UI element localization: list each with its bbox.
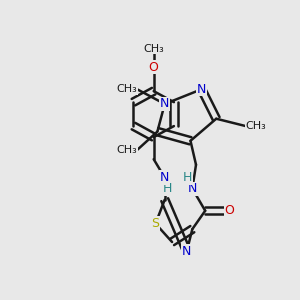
Text: CH₃: CH₃ (246, 121, 266, 131)
Text: N: N (160, 98, 169, 110)
Text: N: N (160, 171, 169, 184)
Text: N: N (182, 245, 191, 258)
Text: N: N (188, 182, 197, 195)
Text: O: O (149, 61, 159, 74)
Text: CH₃: CH₃ (116, 84, 137, 94)
Text: H: H (163, 182, 172, 195)
Text: N: N (197, 83, 206, 96)
Text: CH₃: CH₃ (116, 145, 137, 155)
Text: S: S (152, 217, 160, 230)
Text: H: H (183, 171, 193, 184)
Text: CH₃: CH₃ (143, 44, 164, 54)
Text: O: O (224, 204, 234, 217)
